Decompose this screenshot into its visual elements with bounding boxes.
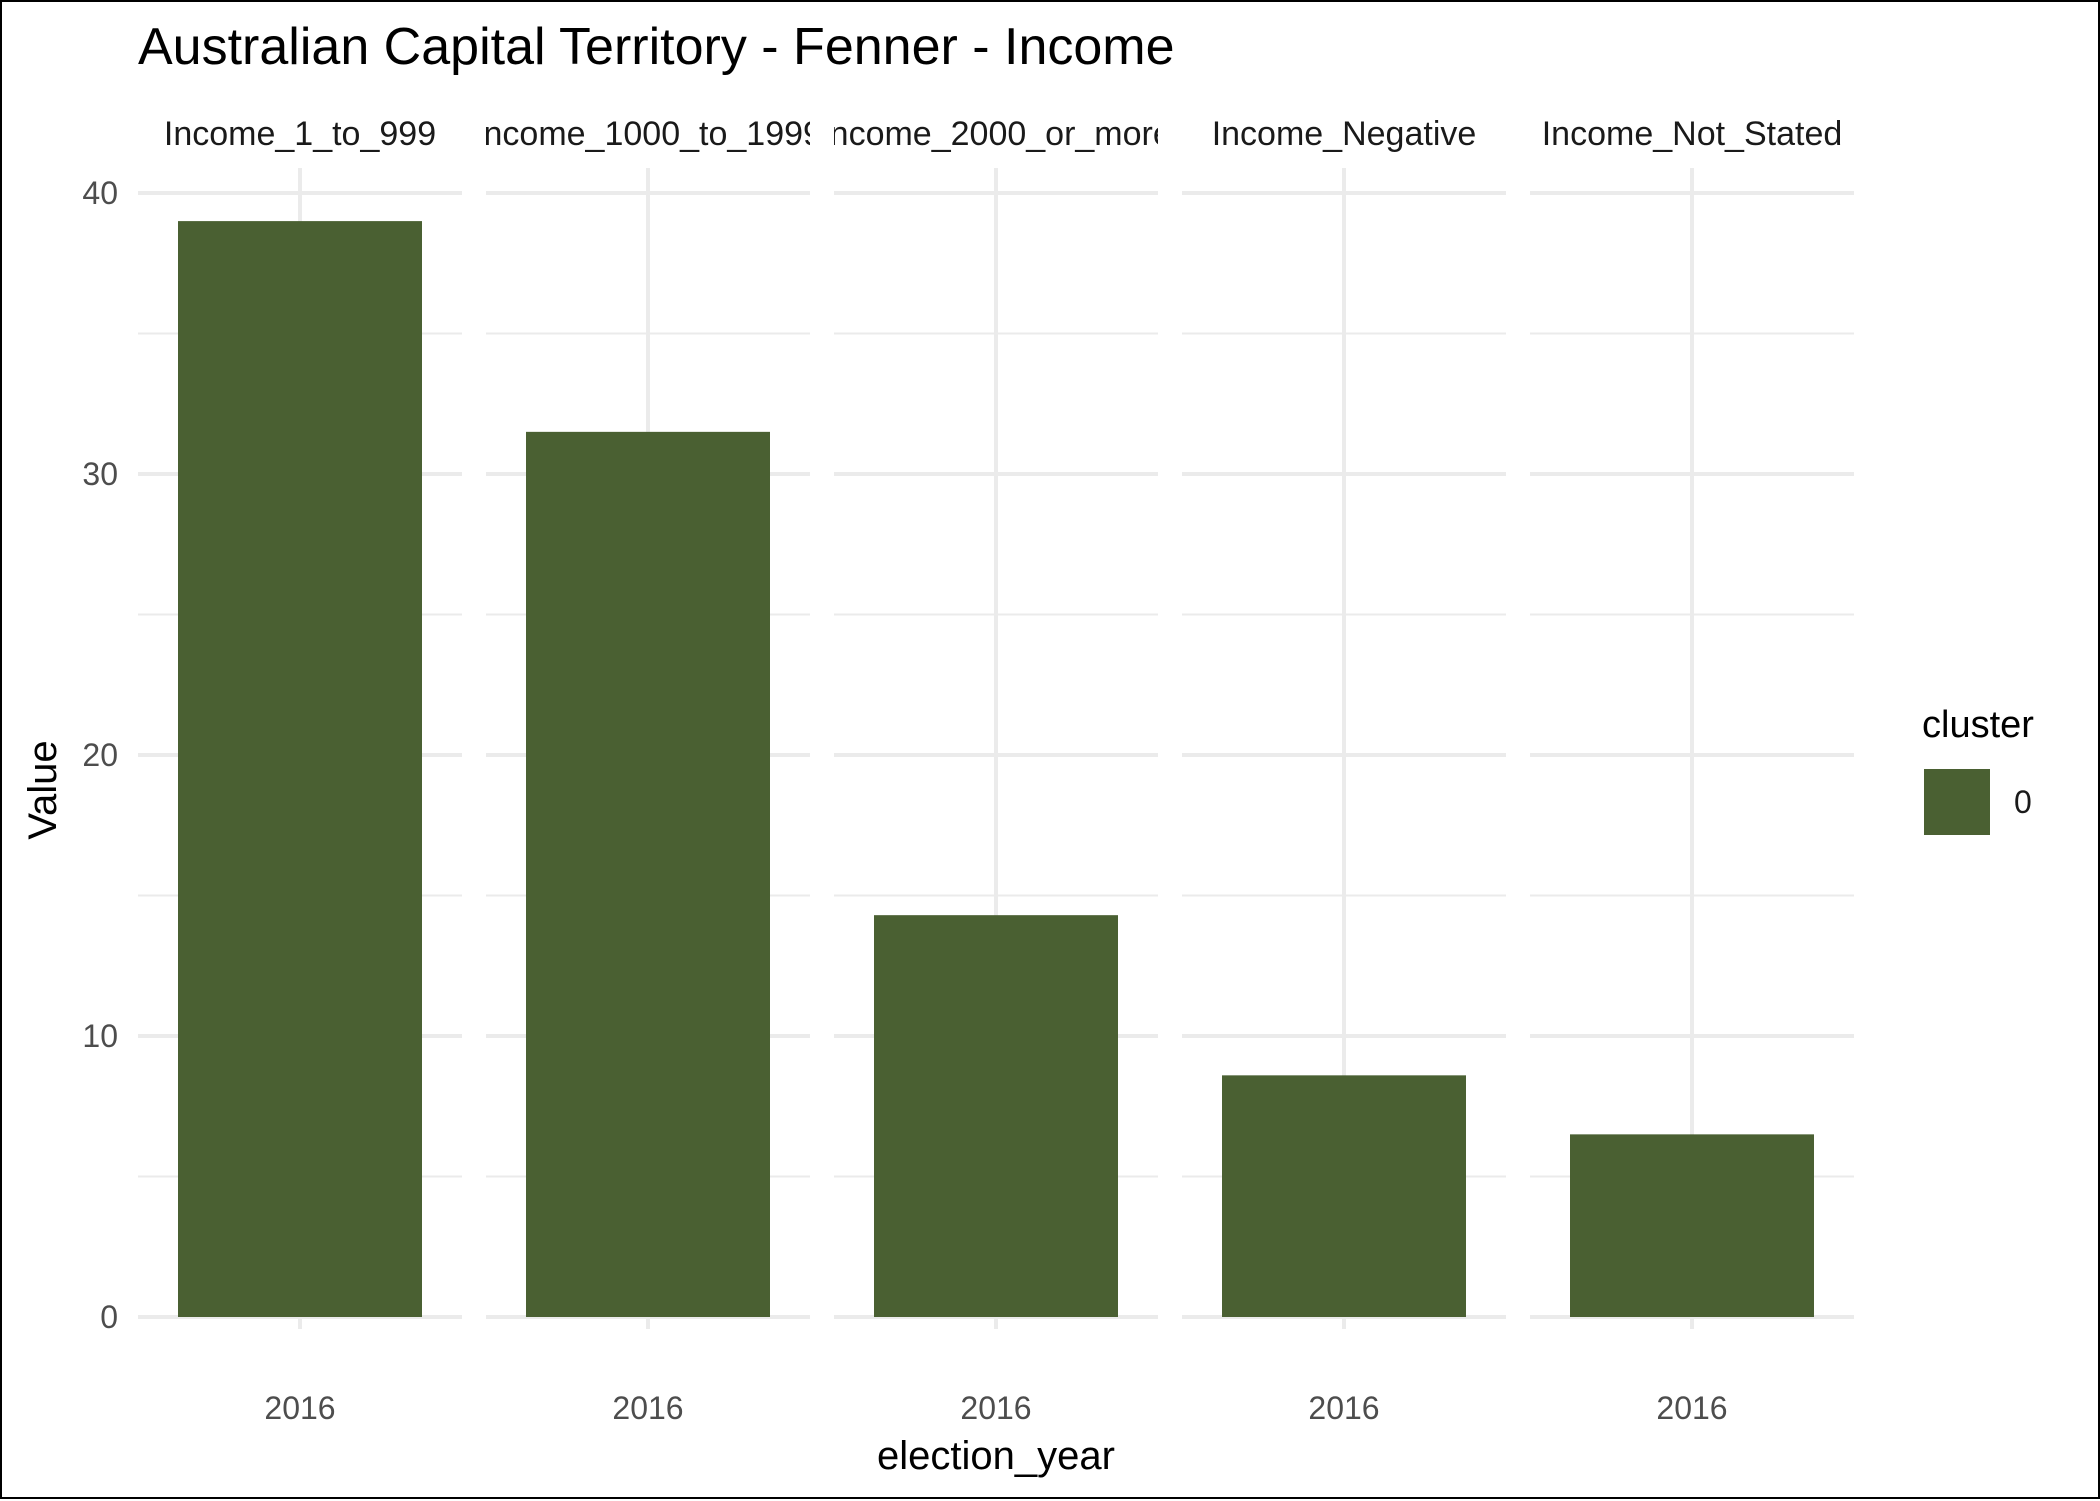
- legend-key: [1924, 769, 1990, 835]
- facet-strip-label: Income_2000_or_more: [820, 115, 1172, 153]
- bar-Income_1_to_999: [178, 221, 422, 1318]
- legend-title: cluster: [1922, 704, 2034, 746]
- x-tick-label: 2016: [960, 1390, 1031, 1426]
- y-tick-label: 40: [82, 175, 118, 211]
- bar-Income_Not_Stated: [1570, 1134, 1814, 1317]
- x-axis-title: election_year: [877, 1434, 1115, 1478]
- bar-Income_Negative: [1222, 1075, 1466, 1317]
- x-tick-label: 2016: [612, 1390, 683, 1426]
- x-tick-label: 2016: [1308, 1390, 1379, 1426]
- x-tick-label: 2016: [264, 1390, 335, 1426]
- text-layer: Australian Capital Territory - Fenner - …: [21, 18, 2034, 1478]
- facet-strip-label: Income_1000_to_1999: [474, 115, 822, 153]
- bar-Income_1000_to_1999: [526, 431, 770, 1318]
- legend: 0: [1924, 769, 2032, 835]
- legend-label: 0: [2014, 784, 2032, 820]
- y-tick-label: 10: [82, 1018, 118, 1054]
- y-axis-title: Value: [21, 740, 65, 839]
- bar-Income_2000_or_more: [874, 915, 1118, 1317]
- y-tick-label: 30: [82, 456, 118, 492]
- bar-layer: [178, 221, 1814, 1318]
- y-tick-label: 0: [100, 1299, 118, 1335]
- facet-strip-label: Income_Not_Stated: [1542, 115, 1843, 153]
- facet-strip-label: Income_Negative: [1212, 115, 1477, 153]
- x-tick-label: 2016: [1656, 1390, 1727, 1426]
- y-tick-label: 20: [82, 737, 118, 773]
- facet-strip-label: Income_1_to_999: [164, 115, 436, 153]
- chart-title: Australian Capital Territory - Fenner - …: [138, 18, 1175, 76]
